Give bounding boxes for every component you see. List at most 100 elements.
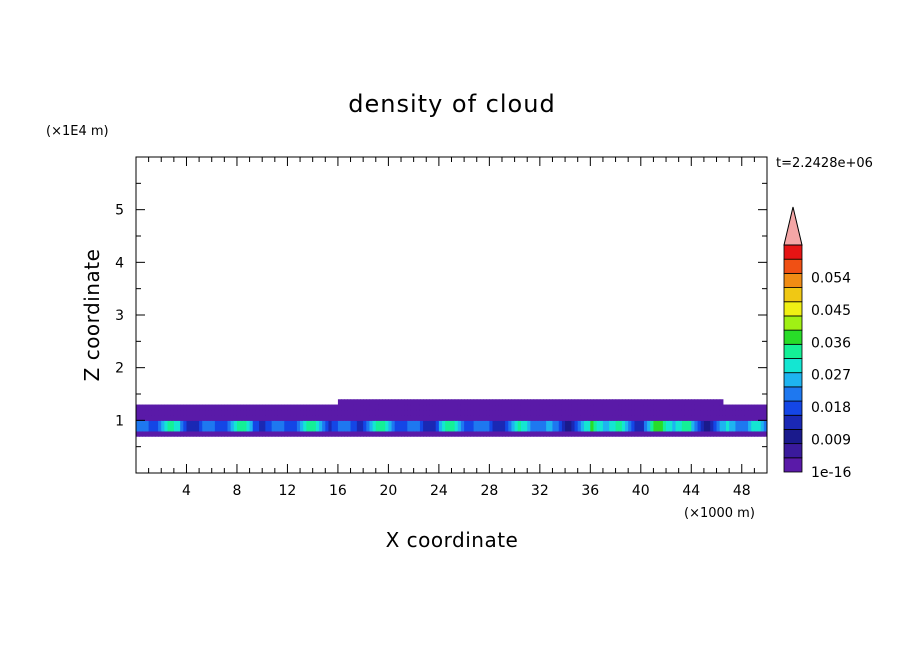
density-cell [738,430,743,437]
density-cell [552,399,557,406]
density-cell [549,409,554,416]
density-cell [710,425,714,432]
density-cell [281,420,285,427]
density-cell [546,420,550,427]
density-cell [577,430,582,437]
density-cell [243,425,248,432]
density-cell [483,425,487,432]
density-cell [486,430,490,437]
density-cell [397,425,402,432]
density-cell [609,425,614,432]
density-cell [565,404,569,411]
density-cell [763,415,767,421]
density-cell [530,425,535,432]
density-cell [145,420,150,427]
density-cell [255,425,260,432]
density-cell [697,415,702,421]
density-cell [353,420,358,427]
density-cell [416,415,421,421]
density-cell [287,409,292,416]
density-cell [549,420,554,427]
density-cell [618,430,623,437]
density-cell [227,430,232,437]
density-cell [255,415,260,421]
density-cell [429,404,434,411]
density-cell [735,420,740,427]
density-cell [259,425,263,432]
density-cell [290,420,295,427]
density-cell [599,409,604,416]
density-cell [719,430,724,437]
density-cell [662,430,667,437]
density-cell [318,404,323,411]
density-cell [369,409,374,416]
density-cell [252,425,257,432]
density-cell [492,399,497,406]
density-cell [612,399,617,406]
density-cell [713,409,718,416]
density-cell [678,399,683,406]
density-cell [426,425,431,432]
density-cell [252,409,257,416]
density-cell [606,404,610,411]
chart-title: density of cloud [348,90,555,118]
density-cell [561,425,566,432]
density-cell [221,420,225,427]
density-cell [631,404,636,411]
density-cell [255,430,260,437]
density-cell [195,409,200,416]
density-cell [703,409,708,416]
density-cell [195,425,200,432]
density-cell [423,430,427,437]
density-cell [167,409,172,416]
density-cell [375,420,380,427]
density-cell [618,415,623,421]
density-cell [325,430,330,437]
density-cell [438,399,443,406]
density-cell [303,409,307,416]
density-cell [328,425,333,432]
density-cell [183,409,188,416]
density-cell [561,404,566,411]
density-cell [293,404,298,411]
density-cell [700,409,705,416]
density-cell [322,409,326,416]
density-cell [192,409,197,416]
density-cell [360,404,364,411]
density-cell [577,404,582,411]
density-cell [479,404,484,411]
density-cell [218,404,222,411]
density-cell [347,399,352,406]
density-cell [483,409,487,416]
density-cell [498,420,503,427]
density-cell [656,399,661,406]
density-cell [268,420,273,427]
density-cell [300,420,304,427]
density-cell [757,409,762,416]
density-cell [438,425,443,432]
density-cell [763,430,767,437]
density-cell [331,420,336,427]
density-cell [284,420,289,427]
density-cell [498,399,503,406]
density-cell [539,420,544,427]
density-cell [555,420,560,427]
density-cell [634,425,639,432]
density-cell [602,409,607,416]
density-cell [584,404,588,411]
density-cell [192,425,197,432]
x-tick-label: 40 [632,483,650,499]
density-cell [580,425,585,432]
density-cell [719,399,724,406]
density-cell [697,420,702,427]
density-cell [520,430,525,437]
density-cell [659,404,664,411]
density-cell [318,420,323,427]
density-cell [552,420,557,427]
density-cell [602,430,607,437]
density-cell [388,415,393,421]
density-cell [366,404,371,411]
density-cell [596,409,601,416]
density-cell [416,425,421,432]
density-cell [274,420,279,427]
